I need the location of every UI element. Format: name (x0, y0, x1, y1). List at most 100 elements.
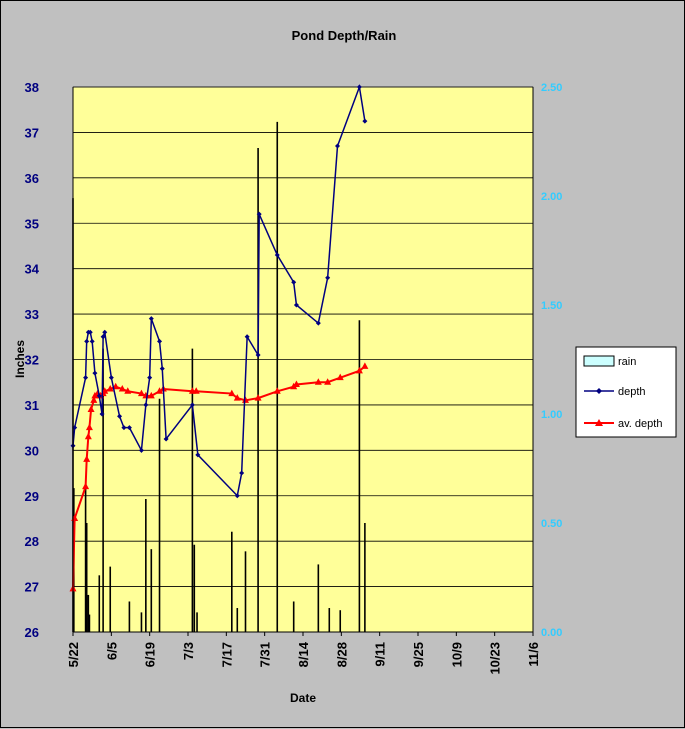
depth-point (102, 329, 108, 335)
depth-point (315, 320, 321, 326)
av-depth-point (85, 423, 93, 431)
y-right-tick-label: 1.00 (541, 409, 562, 421)
depth-point (117, 413, 123, 419)
depth-point (335, 143, 340, 149)
depth-point (83, 375, 89, 381)
y-left-tick-label: 34 (25, 262, 40, 277)
depth-line (72, 84, 366, 498)
x-tick-label: 6/19 (143, 642, 158, 667)
y-left-tick-label: 32 (25, 353, 39, 368)
y-left-tick-label: 28 (25, 534, 39, 549)
right-axis-ticks: 0.00 0.50 1.00 1.50 2.00 2.50 (541, 82, 562, 639)
depth-point (362, 118, 368, 124)
x-tick-label: 9/25 (411, 642, 426, 667)
y-right-tick-label: 2.50 (541, 82, 562, 94)
depth-point (195, 452, 201, 458)
y-left-tick-label: 29 (25, 489, 39, 504)
y-right-tick-label: 0.50 (541, 518, 562, 530)
y-left-tick-label: 36 (25, 171, 39, 186)
y-left-tick-label: 38 (25, 80, 39, 95)
depth-point (99, 411, 105, 417)
depth-point (239, 470, 245, 476)
x-tick-label: 6/5 (104, 642, 119, 660)
x-tick-label: 5/22 (66, 642, 81, 667)
av-depth-point (82, 482, 90, 490)
depth-point (157, 338, 163, 344)
depth-point (255, 352, 261, 358)
depth-point (356, 84, 362, 90)
av-depth-point (314, 378, 322, 385)
av-depth-point (361, 362, 369, 369)
legend-rain-label: rain (618, 356, 636, 368)
x-tick-label: 9/11 (373, 642, 388, 667)
x-tick-label: 11/6 (526, 642, 541, 667)
x-tick-label: 7/31 (258, 642, 273, 667)
av-depth-point (242, 396, 249, 403)
y-right-tick-label: 2.00 (541, 191, 562, 203)
depth-point (159, 366, 165, 372)
x-tick-label: 7/3 (181, 642, 196, 660)
x-axis-label: Date (290, 691, 316, 705)
av-depth-point (355, 366, 363, 374)
depth-point (148, 316, 154, 322)
av-depth-point (83, 455, 91, 462)
y-left-tick-label: 27 (25, 580, 39, 595)
chart-title: Pond Depth/Rain (292, 28, 397, 43)
y-left-tick-label: 35 (25, 216, 39, 231)
depth-point (89, 338, 95, 344)
legend-depth-marker (596, 388, 602, 394)
depth-point (163, 436, 169, 442)
depth-point (138, 447, 144, 453)
depth-point (121, 425, 127, 431)
av-depth-point (84, 432, 92, 440)
gridlines (73, 86, 533, 587)
av-depth-point (156, 387, 164, 394)
x-tick-label: 10/9 (449, 642, 464, 667)
av-depth-point (324, 378, 332, 385)
x-tick-label: 8/28 (334, 642, 349, 667)
av-depth-point (233, 394, 241, 401)
depth-point (96, 393, 102, 399)
y-left-tick-label: 37 (25, 125, 39, 140)
depth-point (234, 493, 240, 499)
depth-point (291, 279, 297, 285)
depth-point (325, 275, 331, 281)
legend: rain depth av. depth (575, 346, 677, 438)
av-depth-point (106, 385, 114, 392)
av-depth-point (192, 387, 200, 394)
x-tick-label: 8/14 (296, 641, 311, 667)
legend-avdepth-label: av. depth (618, 418, 662, 430)
y-left-tick-label: 31 (25, 398, 39, 413)
depth-point (189, 402, 195, 408)
left-axis-ticks: 26 27 28 29 30 31 32 33 34 35 36 37 38 (25, 80, 40, 640)
y-left-tick-label: 30 (25, 443, 39, 458)
depth-point (84, 338, 90, 344)
y-axis-label: Inches (13, 340, 27, 378)
x-axis-ticks: 5/22 6/5 6/19 7/3 7/17 7/31 8/14 8/28 9/11 9/25 10… (66, 632, 541, 675)
av-depth-point (147, 391, 155, 399)
depth-point (143, 402, 149, 408)
y-left-tick-label: 26 (25, 625, 39, 640)
av-depth-point (254, 394, 262, 401)
depth-point (92, 370, 98, 376)
av-depth-point (137, 389, 145, 397)
av-depth-point (87, 405, 95, 412)
depth-point (244, 334, 250, 340)
depth-point (100, 334, 106, 340)
av-depth-point (336, 373, 344, 381)
x-tick-label: 7/17 (219, 642, 234, 667)
depth-point (87, 329, 93, 335)
legend-avdepth-marker (595, 419, 603, 426)
y-left-tick-label: 33 (25, 307, 39, 322)
depth-point (108, 375, 114, 381)
depth-point (147, 375, 153, 381)
av-depth-point (273, 387, 281, 394)
av-depth-point (292, 380, 300, 387)
y-right-tick-label: 1.50 (541, 300, 562, 312)
y-right-tick-label: 0.00 (541, 627, 562, 639)
depth-point (293, 302, 299, 308)
av-depth-point (90, 396, 98, 403)
depth-point (274, 252, 280, 258)
legend-rain-swatch (583, 355, 615, 367)
